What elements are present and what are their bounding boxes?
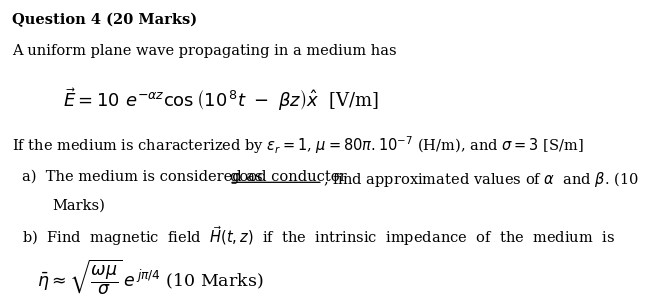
Text: good conductor: good conductor	[230, 170, 346, 184]
Text: $\vec{E}  =  10 \ e^{-\alpha z} \cos \left(10^{\,8} t \ - \ \beta z \right)\hat{: $\vec{E} = 10 \ e^{-\alpha z} \cos \left…	[63, 86, 379, 113]
Text: a)  The medium is considered as: a) The medium is considered as	[22, 170, 267, 184]
Text: , find approximated values of $\alpha$  and $\beta$. (10: , find approximated values of $\alpha$ a…	[323, 170, 639, 189]
Text: Marks): Marks)	[53, 198, 106, 212]
Text: $\bar{\eta} \approx \sqrt{\dfrac{\omega\mu}{\sigma}}\,e^{\,j\pi/4}$ (10 Marks): $\bar{\eta} \approx \sqrt{\dfrac{\omega\…	[37, 257, 264, 297]
Text: A uniform plane wave propagating in a medium has: A uniform plane wave propagating in a me…	[12, 44, 396, 58]
Text: Question 4 (20 Marks): Question 4 (20 Marks)	[12, 13, 197, 27]
Text: If the medium is characterized by $\varepsilon_r = 1$, $\mu = 80\pi.10^{-7}$ (H/: If the medium is characterized by $\vare…	[12, 135, 583, 156]
Text: b)  Find  magnetic  field  $\vec{H}(t,z)$  if  the  intrinsic  impedance  of  th: b) Find magnetic field $\vec{H}(t,z)$ if…	[22, 224, 615, 248]
